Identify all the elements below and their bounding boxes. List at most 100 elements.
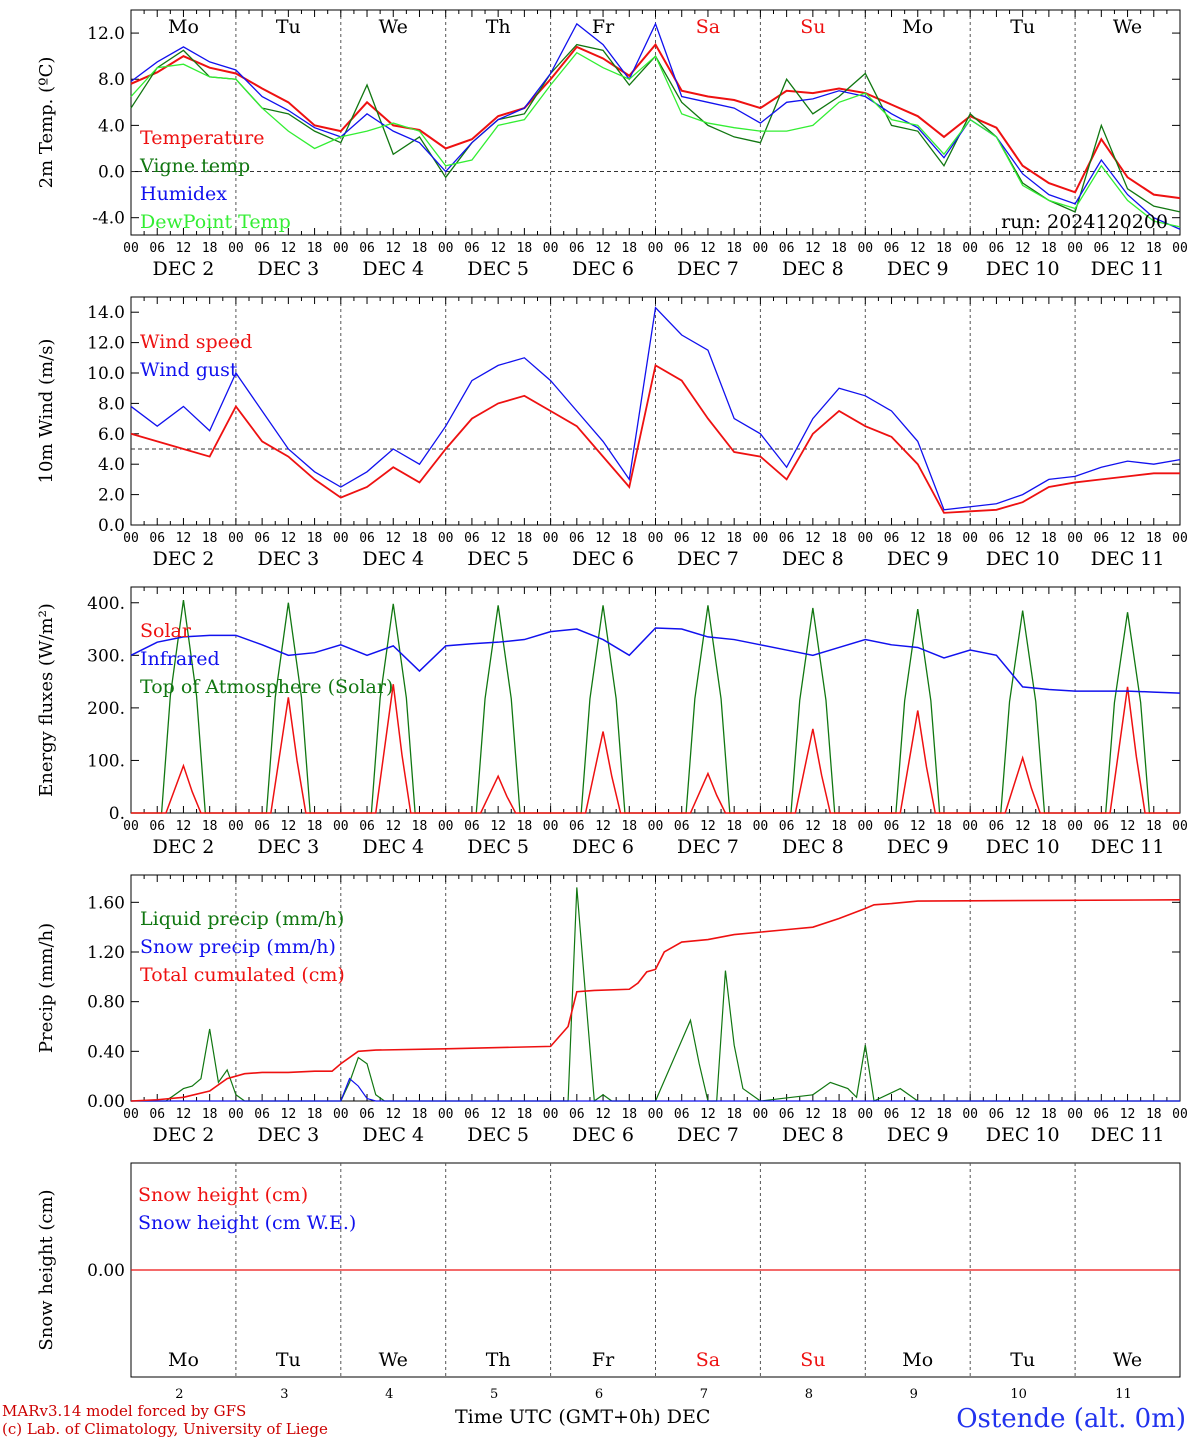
hour-tick-label: 06 (1093, 1107, 1109, 1122)
hour-tick-label: 06 (884, 1107, 900, 1122)
date-label: DEC 8 (782, 548, 844, 570)
hour-tick-label: 12 (805, 241, 821, 256)
hour-tick-label: 18 (517, 241, 533, 256)
hour-tick-label: 18 (307, 819, 323, 834)
hour-tick-label: 00 (438, 531, 454, 546)
hour-tick-label: 00 (648, 819, 664, 834)
hour-tick-label: 06 (1093, 819, 1109, 834)
y-tick-label: 6.0 (98, 425, 125, 445)
hour-tick-label: 12 (1120, 241, 1136, 256)
hour-tick-label: 12 (176, 1107, 192, 1122)
y-tick-label: 4.0 (98, 455, 125, 475)
y-tick-label: 12.0 (87, 334, 125, 354)
series-line (130, 627, 1181, 694)
hour-tick-label: 12 (281, 1107, 297, 1122)
hour-tick-label: 00 (753, 531, 769, 546)
weekday-label: We (1113, 16, 1142, 38)
y-tick-label: 0.40 (87, 1042, 125, 1062)
series-line (130, 42, 1181, 200)
hour-tick-label: 18 (517, 1107, 533, 1122)
hour-tick-label: 18 (412, 819, 428, 834)
hour-tick-label: 06 (149, 1107, 165, 1122)
hour-tick-label: 00 (753, 819, 769, 834)
hour-tick-label: 18 (1041, 241, 1057, 256)
copyright-credit: (c) Lab. of Climatology, University of L… (2, 1420, 328, 1438)
hour-tick-label: 18 (307, 531, 323, 546)
y-axis-title: Snow height (cm) (36, 1189, 57, 1350)
hour-tick-label: 06 (254, 531, 270, 546)
hour-tick-label: 18 (202, 1107, 218, 1122)
hour-tick-label: 00 (333, 241, 349, 256)
hour-tick-label: 18 (1146, 241, 1162, 256)
hour-tick-label: 12 (385, 241, 401, 256)
date-label: DEC 11 (1091, 836, 1165, 858)
hour-tick-label: 00 (648, 531, 664, 546)
weekday-label: Sa (696, 16, 720, 38)
hour-tick-label: 12 (1120, 1107, 1136, 1122)
series-line (131, 1077, 1180, 1102)
weekday-label: Su (800, 16, 825, 38)
date-label: DEC 10 (986, 548, 1060, 570)
date-label: DEC 4 (362, 258, 424, 280)
date-label: DEC 11 (1091, 258, 1165, 280)
weekday-label: We (379, 16, 408, 38)
hour-tick-label: 00 (962, 531, 978, 546)
date-label: DEC 4 (362, 836, 424, 858)
hour-tick-label: 12 (385, 1107, 401, 1122)
weekday-label: Fr (592, 16, 615, 38)
weekday-label: Th (486, 1349, 511, 1371)
hour-tick-label: 00 (1172, 819, 1188, 834)
date-label: DEC 3 (257, 258, 319, 280)
date-label: DEC 7 (677, 258, 739, 280)
y-tick-label: 8.0 (98, 70, 125, 90)
hour-tick-label: 18 (307, 1107, 323, 1122)
hour-tick-label: 12 (700, 819, 716, 834)
hour-tick-label: 18 (1146, 531, 1162, 546)
weekday-label: Mo (902, 16, 933, 38)
hour-tick-label: 06 (464, 1107, 480, 1122)
hour-tick-label: 12 (1015, 531, 1031, 546)
hour-tick-label: 12 (700, 241, 716, 256)
date-label: DEC 6 (572, 836, 634, 858)
legend-entry: Vigne temp (139, 155, 250, 177)
hour-tick-label: 06 (569, 241, 585, 256)
y-tick-label: 100. (87, 751, 125, 771)
hour-tick-label: 12 (805, 1107, 821, 1122)
hour-tick-label: 12 (910, 241, 926, 256)
legend-entry: Infrared (140, 648, 220, 670)
hour-tick-label: 06 (254, 241, 270, 256)
hour-tick-label: 00 (753, 241, 769, 256)
hour-tick-label: 12 (595, 241, 611, 256)
hour-tick-label: 12 (595, 819, 611, 834)
day-number-label: 7 (700, 1387, 708, 1402)
hour-tick-label: 06 (569, 819, 585, 834)
hour-tick-label: 06 (989, 1107, 1005, 1122)
hour-tick-label: 18 (621, 819, 637, 834)
hour-tick-label: 12 (490, 1107, 506, 1122)
hour-tick-label: 06 (149, 819, 165, 834)
date-label: DEC 3 (257, 548, 319, 570)
y-tick-label: 1.60 (87, 893, 125, 913)
y-tick-label: 200. (87, 699, 125, 719)
hour-tick-label: 18 (936, 531, 952, 546)
date-label: DEC 6 (572, 258, 634, 280)
hour-tick-label: 06 (674, 819, 690, 834)
date-label: DEC 4 (362, 1124, 424, 1146)
hour-tick-label: 12 (700, 1107, 716, 1122)
hour-tick-label: 06 (254, 1107, 270, 1122)
y-tick-label: 10.0 (87, 364, 125, 384)
hour-tick-label: 00 (648, 241, 664, 256)
hour-tick-label: 18 (202, 531, 218, 546)
hour-tick-label: 12 (490, 241, 506, 256)
hour-tick-label: 12 (805, 819, 821, 834)
hour-tick-label: 06 (569, 531, 585, 546)
hour-tick-label: 06 (464, 241, 480, 256)
hour-tick-label: 00 (333, 819, 349, 834)
series-line (130, 51, 1181, 228)
hour-tick-label: 00 (228, 819, 244, 834)
hour-tick-label: 00 (1172, 241, 1188, 256)
date-label: DEC 7 (677, 1124, 739, 1146)
legend-entry: Total cumulated (cm) (140, 964, 345, 986)
y-tick-label: 0.00 (87, 1261, 125, 1281)
y-tick-label: 1.20 (87, 943, 125, 963)
